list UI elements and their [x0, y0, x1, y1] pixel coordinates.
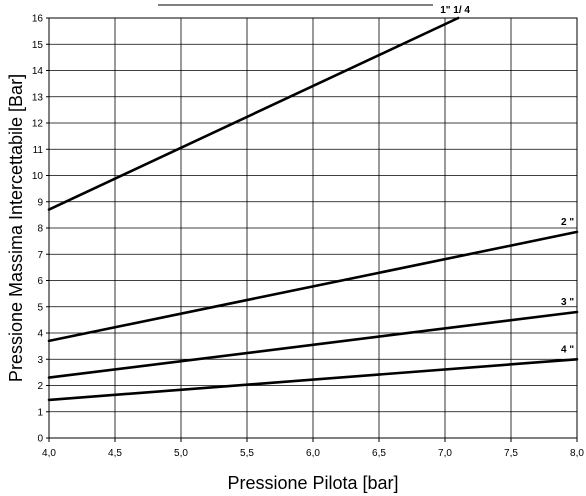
- y-tick-label: 9: [37, 197, 43, 208]
- series-label-1: 1" 1/ 4: [440, 5, 470, 16]
- y-tick-label: 2: [37, 381, 43, 392]
- x-tick-label: 4,0: [42, 448, 56, 459]
- x-axis-title: Pressione Pilota [bar]: [227, 473, 398, 493]
- series-label-3: 3 ": [561, 297, 574, 308]
- x-tick-label: 5,0: [174, 448, 188, 459]
- series-lines: [47, 16, 579, 402]
- plot-frame: [48, 17, 578, 439]
- y-tick-label: 11: [33, 145, 44, 156]
- series-labels: 1" 1/ 4 2 " 3 " 4 ": [440, 5, 574, 355]
- y-tick-label: 14: [32, 66, 44, 77]
- y-tick-label: 13: [32, 92, 44, 103]
- series-line-3: [47, 310, 579, 379]
- y-tick-label: 15: [32, 40, 44, 51]
- x-tick-label: 6,0: [306, 448, 320, 459]
- series-label-2: 2 ": [561, 217, 574, 228]
- series-label-4: 4 ": [561, 344, 574, 355]
- series-line-1: [47, 16, 460, 211]
- x-tick-label: 7,0: [438, 448, 452, 459]
- x-tick-label: 6,5: [372, 448, 386, 459]
- series-line-4: [47, 357, 579, 402]
- y-tick-label: 8: [37, 224, 43, 235]
- y-tick-label: 5: [37, 302, 43, 313]
- x-tick-label: 5,5: [240, 448, 254, 459]
- y-axis-title: Pressione Massima Intercettabile [Bar]: [6, 74, 26, 382]
- grid: [46, 17, 578, 442]
- x-tick-label: 8,0: [570, 448, 584, 459]
- y-tick-label: 6: [37, 276, 43, 287]
- y-tick-label: 1: [37, 407, 43, 418]
- y-tick-label: 4: [37, 329, 43, 340]
- y-tick-label: 3: [37, 355, 43, 366]
- y-tick-label: 16: [32, 14, 44, 25]
- series-line-2: [47, 230, 579, 343]
- y-tick-label: 12: [32, 119, 44, 130]
- x-tick-labels: 4,0 4,5 5,0 5,5 6,0 6,5 7,0 7,5 8,0: [42, 448, 584, 459]
- y-tick-label: 10: [32, 171, 44, 182]
- x-tick-label: 7,5: [504, 448, 518, 459]
- y-tick-label: 7: [37, 250, 43, 261]
- x-tick-label: 4,5: [108, 448, 122, 459]
- y-tick-label: 0: [37, 434, 43, 445]
